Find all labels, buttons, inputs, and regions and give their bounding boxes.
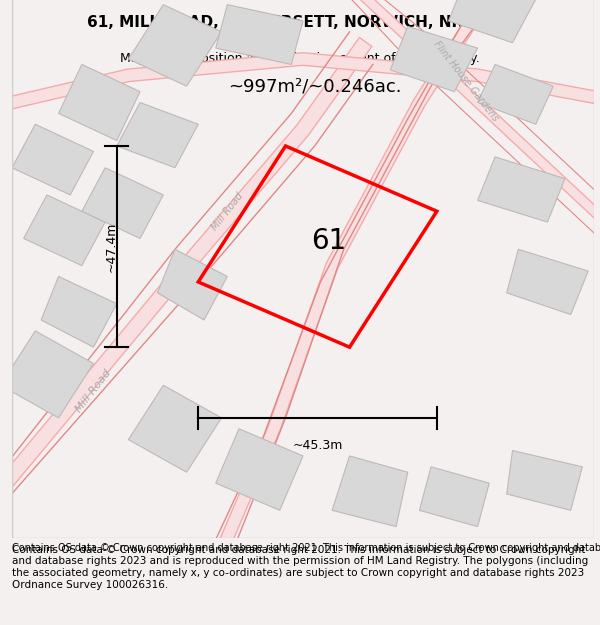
Polygon shape [478, 64, 553, 124]
Text: Flint House Gardens: Flint House Gardens [431, 39, 500, 123]
Text: Mill Road: Mill Road [74, 368, 113, 414]
Text: ~47.4m: ~47.4m [104, 221, 118, 272]
Text: Contains OS data © Crown copyright and database right 2021. This information is : Contains OS data © Crown copyright and d… [12, 545, 588, 589]
Polygon shape [507, 451, 583, 510]
Polygon shape [82, 168, 163, 238]
Polygon shape [59, 64, 140, 141]
Polygon shape [419, 467, 489, 527]
Text: ~997m²/~0.246ac.: ~997m²/~0.246ac. [228, 77, 401, 95]
Polygon shape [41, 276, 117, 348]
Text: 61: 61 [311, 227, 347, 255]
Polygon shape [128, 385, 221, 472]
Text: Map shows position and indicative extent of the property.: Map shows position and indicative extent… [120, 52, 480, 65]
Polygon shape [1, 331, 94, 418]
Polygon shape [478, 157, 565, 222]
Polygon shape [216, 429, 303, 510]
Polygon shape [449, 0, 536, 42]
Polygon shape [332, 456, 408, 527]
Polygon shape [507, 249, 588, 314]
Polygon shape [157, 249, 227, 320]
Polygon shape [23, 195, 105, 266]
Polygon shape [216, 4, 303, 64]
Polygon shape [12, 124, 94, 195]
Text: 61, MILL ROAD, HETHERSETT, NORWICH, NR9 3DS: 61, MILL ROAD, HETHERSETT, NORWICH, NR9 … [87, 15, 513, 30]
Polygon shape [391, 26, 478, 92]
Polygon shape [117, 102, 198, 168]
Text: Contains OS data © Crown copyright and database right 2021. This information is : Contains OS data © Crown copyright and d… [12, 543, 600, 553]
Polygon shape [128, 4, 221, 86]
Text: Mill Road: Mill Road [209, 191, 245, 232]
Text: ~45.3m: ~45.3m [292, 439, 343, 451]
